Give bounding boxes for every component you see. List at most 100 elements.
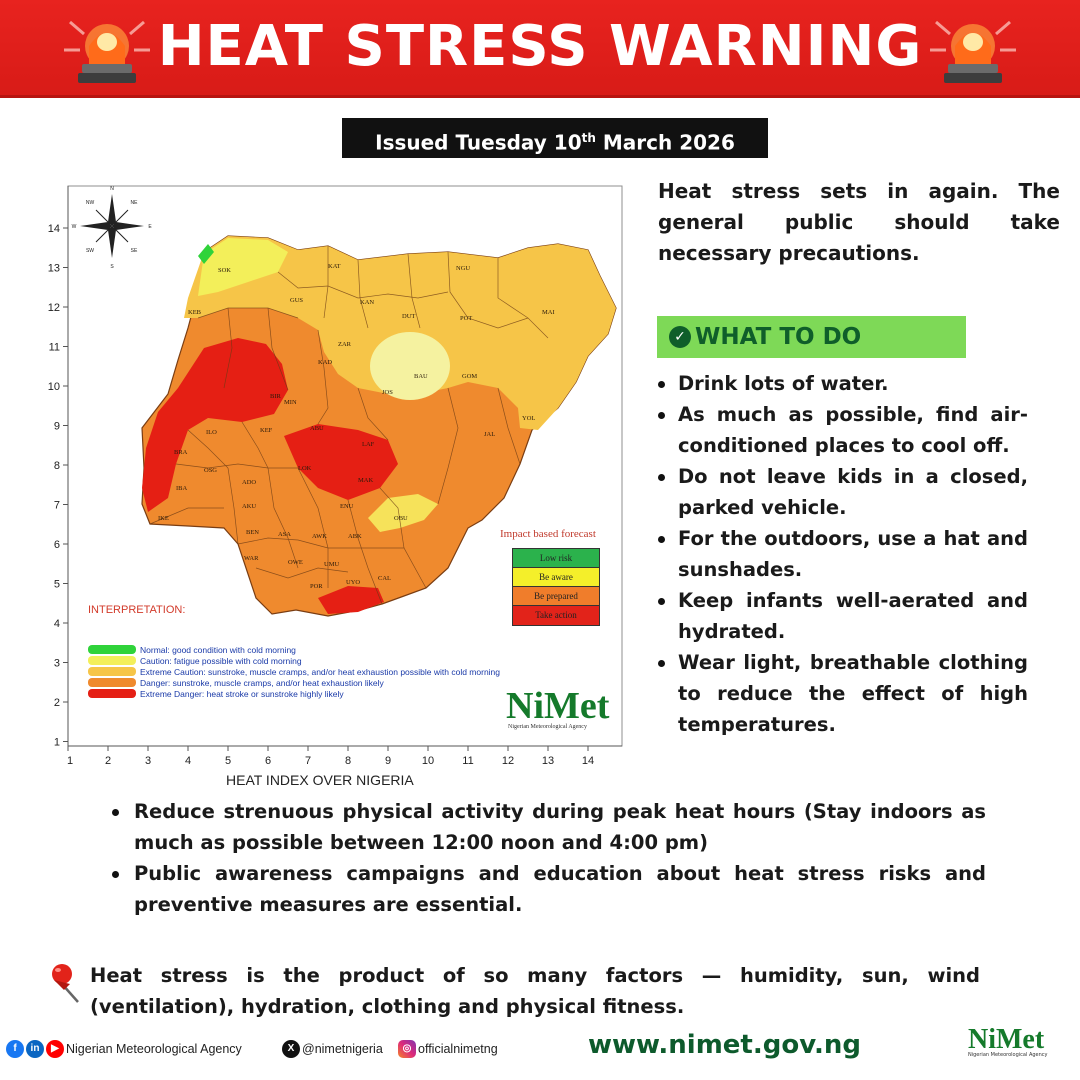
state-label: BIR bbox=[270, 393, 282, 400]
y-tick-label: 11 bbox=[49, 342, 60, 354]
legend-text: Extreme Danger: heat stroke or sunstroke… bbox=[140, 688, 344, 699]
state-label: JOS bbox=[382, 389, 393, 396]
siren-icon bbox=[930, 20, 1016, 83]
state-label: GUS bbox=[290, 297, 303, 304]
x-tick-label: 12 bbox=[502, 755, 514, 767]
state-label: KAT bbox=[328, 263, 341, 270]
x-tick-label: 5 bbox=[225, 755, 231, 767]
y-tick-label: 13 bbox=[48, 263, 60, 275]
state-label: POR bbox=[310, 583, 323, 590]
page-title: HEAT STRESS WARNING bbox=[157, 14, 923, 79]
list-item: Wear light, breathable clothing to reduc… bbox=[658, 647, 1028, 740]
x-tick-label: 6 bbox=[265, 755, 271, 767]
state-label: NGU bbox=[456, 265, 470, 272]
x-tick-label: 14 bbox=[582, 755, 594, 767]
state-label: ILO bbox=[206, 429, 217, 436]
state-label: MIN bbox=[284, 399, 297, 406]
legend-text: Extreme Caution: sunstroke, muscle cramp… bbox=[140, 666, 501, 677]
state-label: MAK bbox=[358, 477, 373, 484]
state-label: LAF bbox=[362, 441, 375, 448]
legend-row: Extreme Caution: sunstroke, muscle cramp… bbox=[88, 666, 500, 677]
zone-extreme-danger bbox=[318, 586, 384, 614]
zone-normal bbox=[198, 244, 214, 264]
y-tick-label: 2 bbox=[54, 697, 60, 709]
header-banner: HEAT STRESS WARNING bbox=[0, 0, 1080, 98]
website-link[interactable]: www.nimet.gov.ng bbox=[588, 1030, 862, 1060]
state-label: UYO bbox=[346, 579, 360, 586]
y-tick-label: 14 bbox=[48, 223, 60, 235]
state-label: WAR bbox=[244, 555, 259, 562]
youtube-icon: ▶ bbox=[46, 1040, 64, 1058]
logo-subtitle: Nigerian Meteorological Agency bbox=[968, 1052, 1048, 1058]
interpretation-title: INTERPRETATION: bbox=[88, 604, 186, 616]
impact-cell: Be prepared bbox=[513, 587, 599, 606]
zone-caution bbox=[370, 332, 450, 400]
state-label: KAN bbox=[360, 299, 374, 306]
legend-text: Normal: good condition with cold morning bbox=[140, 644, 296, 655]
issued-date-tail: March 2026 bbox=[595, 130, 735, 155]
social-instagram[interactable]: ◎ officialnimetng bbox=[398, 1040, 498, 1058]
state-label: ZAR bbox=[338, 341, 352, 348]
list-item: Public awareness campaigns and education… bbox=[112, 858, 986, 920]
list-item: Keep infants well-aerated and hydrated. bbox=[658, 585, 1028, 647]
impact-forecast-key: Low risk Be aware Be prepared Take actio… bbox=[512, 548, 600, 626]
pushpin-icon bbox=[52, 964, 79, 1003]
legend-row: Extreme Danger: heat stroke or sunstroke… bbox=[88, 688, 500, 699]
state-label: KEF bbox=[260, 427, 273, 434]
x-tick-label: 1 bbox=[67, 755, 73, 767]
compass-sw: SW bbox=[86, 248, 94, 254]
state-label: OWE bbox=[288, 559, 303, 566]
footer-nimet-logo: NiMet Nigerian Meteorological Agency bbox=[968, 1024, 1048, 1058]
x-tick-label: 11 bbox=[462, 755, 473, 767]
x-icon: X bbox=[282, 1040, 300, 1058]
state-label: ENU bbox=[340, 503, 354, 510]
linkedin-icon: in bbox=[26, 1040, 44, 1058]
issued-date-banner: Issued Tuesday 10th March 2026 bbox=[342, 118, 768, 158]
state-label: BAU bbox=[414, 373, 428, 380]
impact-cell: Be aware bbox=[513, 568, 599, 587]
legend-swatch bbox=[88, 645, 136, 654]
x-tick-label: 8 bbox=[345, 755, 351, 767]
legend-row: Caution: fatigue possible with cold morn… bbox=[88, 655, 500, 666]
compass-ne: NE bbox=[131, 200, 139, 206]
x-tick-label: 3 bbox=[145, 755, 151, 767]
zone-caution bbox=[368, 494, 438, 532]
list-item: Do not leave kids in a closed, parked ve… bbox=[658, 461, 1028, 523]
x-tick-label: 2 bbox=[105, 755, 111, 767]
legend-swatch bbox=[88, 689, 136, 698]
zone-extreme-caution bbox=[184, 236, 616, 430]
nigeria-map: SOK KAT NGU KEB GUS KAN DUT POT MAI ZAR BAU KAD GOM J… bbox=[141, 235, 617, 617]
compass-w: W bbox=[72, 224, 77, 230]
y-tick-label: 6 bbox=[54, 539, 60, 551]
y-tick-label: 8 bbox=[54, 460, 60, 472]
x-tick-label: 10 bbox=[422, 755, 434, 767]
nimet-logo: NiMet Nigerian Meteorological Agency bbox=[506, 684, 609, 730]
intro-text: Heat stress sets in again. The general p… bbox=[658, 179, 1060, 265]
state-label: KAD bbox=[318, 359, 332, 366]
zone-extreme-danger bbox=[284, 424, 398, 500]
state-label: ASA bbox=[278, 531, 291, 538]
state-label: KEB bbox=[188, 309, 202, 316]
x-tick-label: 4 bbox=[185, 755, 191, 767]
legend-text: Caution: fatigue possible with cold morn… bbox=[140, 655, 302, 666]
social-x[interactable]: X @nimetnigeria bbox=[282, 1040, 383, 1058]
y-tick-label: 3 bbox=[54, 658, 60, 670]
impact-cell: Take action bbox=[513, 606, 599, 625]
y-tick-label: 4 bbox=[54, 618, 60, 630]
additional-advice-list: Reduce strenuous physical activity durin… bbox=[112, 796, 986, 920]
compass-se: SE bbox=[131, 248, 138, 254]
state-label: ABU bbox=[310, 425, 324, 432]
state-label: MAI bbox=[542, 309, 555, 316]
social-agency[interactable]: f in ▶ Nigerian Meteorological Agency bbox=[6, 1040, 242, 1058]
list-item: Reduce strenuous physical activity durin… bbox=[112, 796, 986, 858]
what-to-do-label: WHAT TO DO bbox=[695, 324, 862, 350]
zone-extreme-danger bbox=[142, 338, 288, 512]
zone-caution bbox=[198, 238, 288, 296]
list-item: As much as possible, find air-conditione… bbox=[658, 399, 1028, 461]
state-label: GOM bbox=[462, 373, 477, 380]
state-label: ADO bbox=[242, 479, 256, 486]
state-label: AKU bbox=[242, 503, 256, 510]
state-label: CAL bbox=[378, 575, 391, 582]
y-tick-label: 5 bbox=[54, 579, 60, 591]
